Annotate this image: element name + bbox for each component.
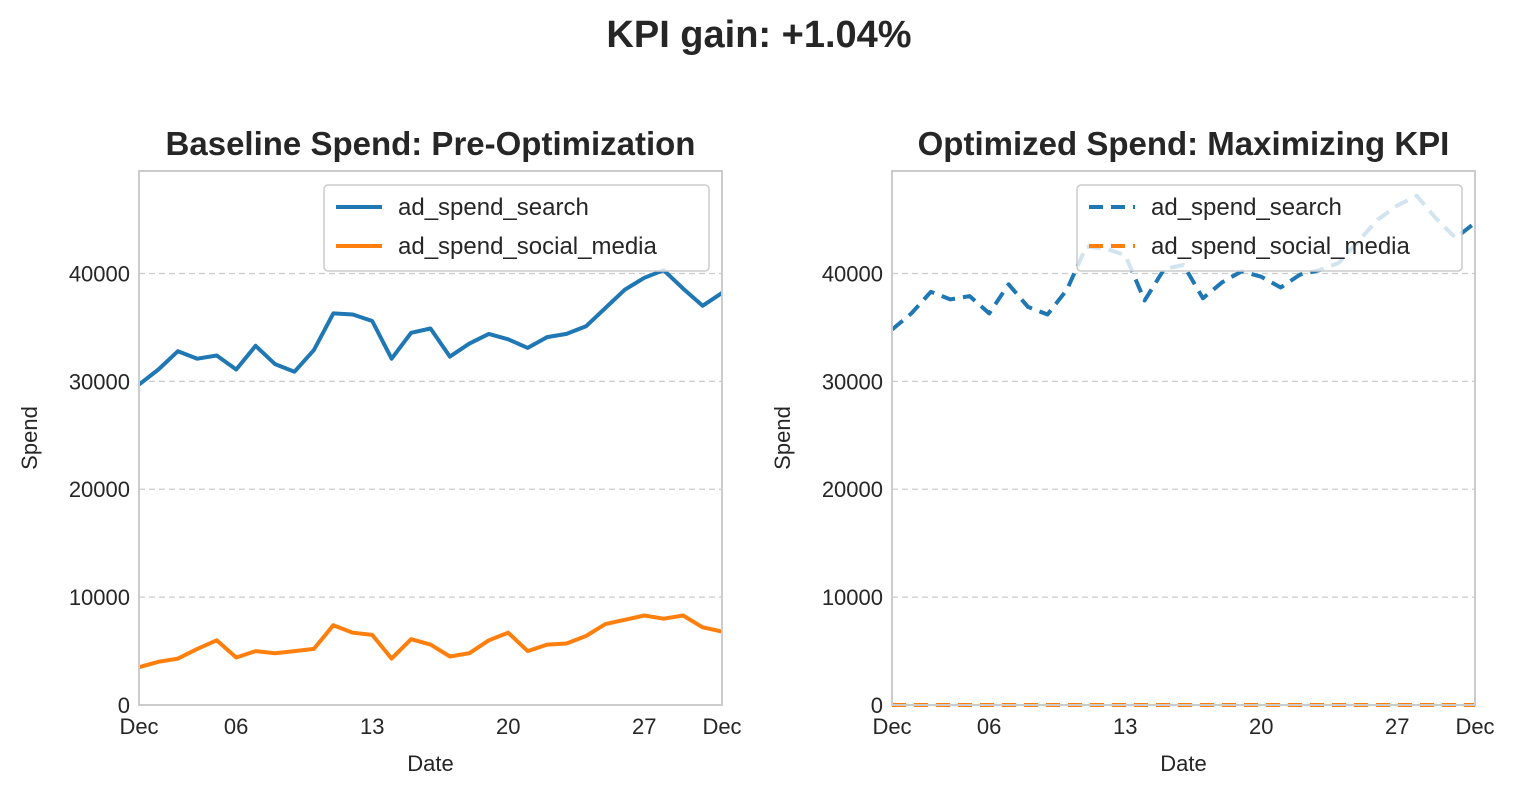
y-tick-label: 20000	[69, 477, 130, 502]
y-tick-label: 30000	[822, 369, 883, 394]
x-tick-label: 20	[496, 714, 520, 739]
legend: ad_spend_search ad_spend_social_media	[1076, 184, 1463, 272]
x-tick-label: 06	[224, 714, 248, 739]
legend-label-ad_spend_social_media: ad_spend_social_media	[1151, 233, 1411, 260]
y-tick-label: 10000	[822, 585, 883, 610]
y-axis-label: Spend	[17, 406, 42, 470]
x-axis-label: Date	[407, 751, 453, 776]
x-axis-label: Date	[1160, 751, 1206, 776]
figure-title: KPI gain: +1.04%	[606, 14, 912, 56]
legend-label-ad_spend_search: ad_spend_search	[1151, 194, 1342, 221]
y-axis-label: Spend	[770, 406, 795, 470]
plot-frame	[138, 170, 723, 706]
series-line-ad_spend_search	[137, 268, 724, 387]
y-tick-label: 30000	[69, 369, 130, 394]
y-tick-label: 40000	[69, 261, 130, 286]
x-tick-label: 27	[632, 714, 656, 739]
y-tick-label: 10000	[69, 585, 130, 610]
x-tick-label: 20	[1249, 714, 1273, 739]
x-tick-label: Dec	[702, 714, 741, 739]
y-tick-label: 0	[871, 693, 883, 718]
y-tick-label: 20000	[822, 477, 883, 502]
series-line-ad_spend_social_media	[138, 613, 723, 670]
y-tick-label: 0	[118, 693, 130, 718]
legend-box	[323, 184, 710, 272]
chart-panel-1: 0 10000 20000 30000 40000 Dec 06 13 20 27 Dec Date S…	[17, 125, 742, 776]
x-tick-label: 06	[977, 714, 1001, 739]
x-tick-label: Dec	[119, 714, 158, 739]
legend-label-ad_spend_social_media: ad_spend_social_media	[398, 233, 658, 260]
legend-box	[1076, 184, 1463, 272]
x-tick-label: Dec	[1455, 714, 1494, 739]
chart-panel-2: 0 10000 20000 30000 40000 Dec 06 13 20 27 Dec Date S…	[770, 125, 1495, 776]
panel-title: Baseline Spend: Pre-Optimization	[166, 125, 696, 162]
panel-title: Optimized Spend: Maximizing KPI	[918, 125, 1450, 162]
plot-frame	[891, 170, 1476, 706]
legend-label-ad_spend_search: ad_spend_search	[398, 194, 589, 221]
x-tick-label: 27	[1385, 714, 1409, 739]
x-tick-label: 13	[1113, 714, 1137, 739]
y-tick-label: 40000	[822, 261, 883, 286]
x-tick-label: 13	[360, 714, 384, 739]
x-tick-label: Dec	[872, 714, 911, 739]
legend: ad_spend_search ad_spend_social_media	[323, 184, 710, 272]
